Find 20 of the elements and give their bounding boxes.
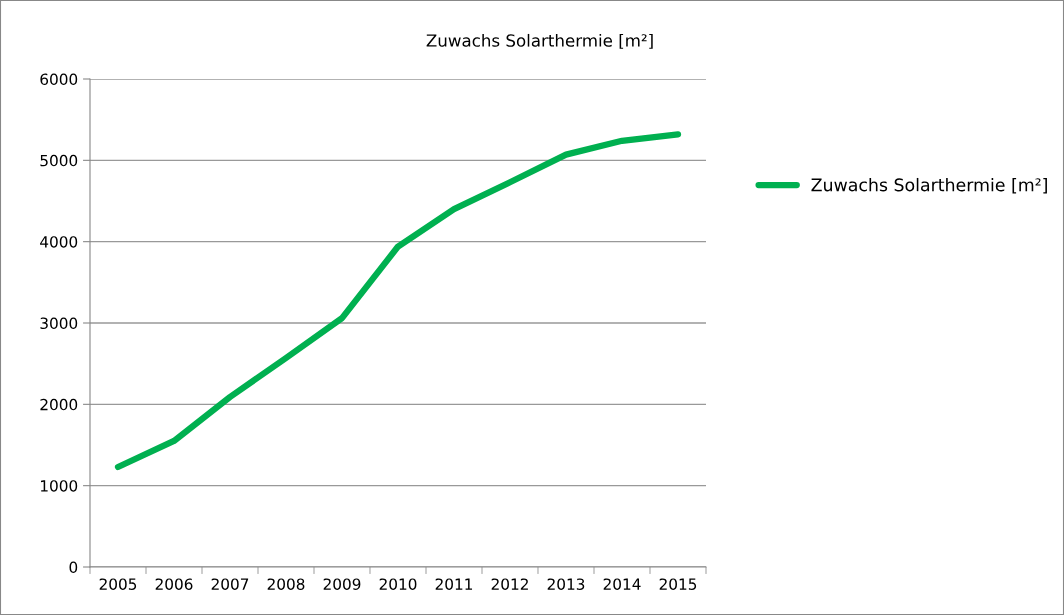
x-tick-label: 2011	[435, 578, 473, 590]
x-tick-label: 2012	[491, 578, 528, 590]
chart-title: Zuwachs Solarthermie [m²]	[426, 33, 653, 49]
x-tick-label: 2006	[155, 578, 193, 590]
y-tick-label: 6000	[40, 73, 78, 86]
y-tick-label: 0	[69, 561, 78, 574]
x-tick-label: 2009	[323, 578, 361, 590]
y-tick-label: 3000	[40, 317, 78, 330]
y-tick-label: 1000	[40, 480, 78, 492]
x-tick-label: 2005	[99, 578, 137, 590]
y-tick-label: 5000	[40, 154, 78, 167]
x-tick-label: 2014	[603, 578, 641, 590]
y-tick-label: 4000	[40, 236, 78, 248]
x-tick-label: 2015	[659, 578, 697, 590]
y-tick-label: 2000	[40, 398, 78, 411]
x-tick-label: 2007	[211, 578, 249, 590]
x-tick-label: 2008	[267, 578, 305, 590]
x-tick-label: 2010	[379, 578, 417, 590]
legend-label: Zuwachs Solarthermie [m²]	[811, 177, 1047, 194]
x-tick-label: 2013	[547, 578, 585, 590]
